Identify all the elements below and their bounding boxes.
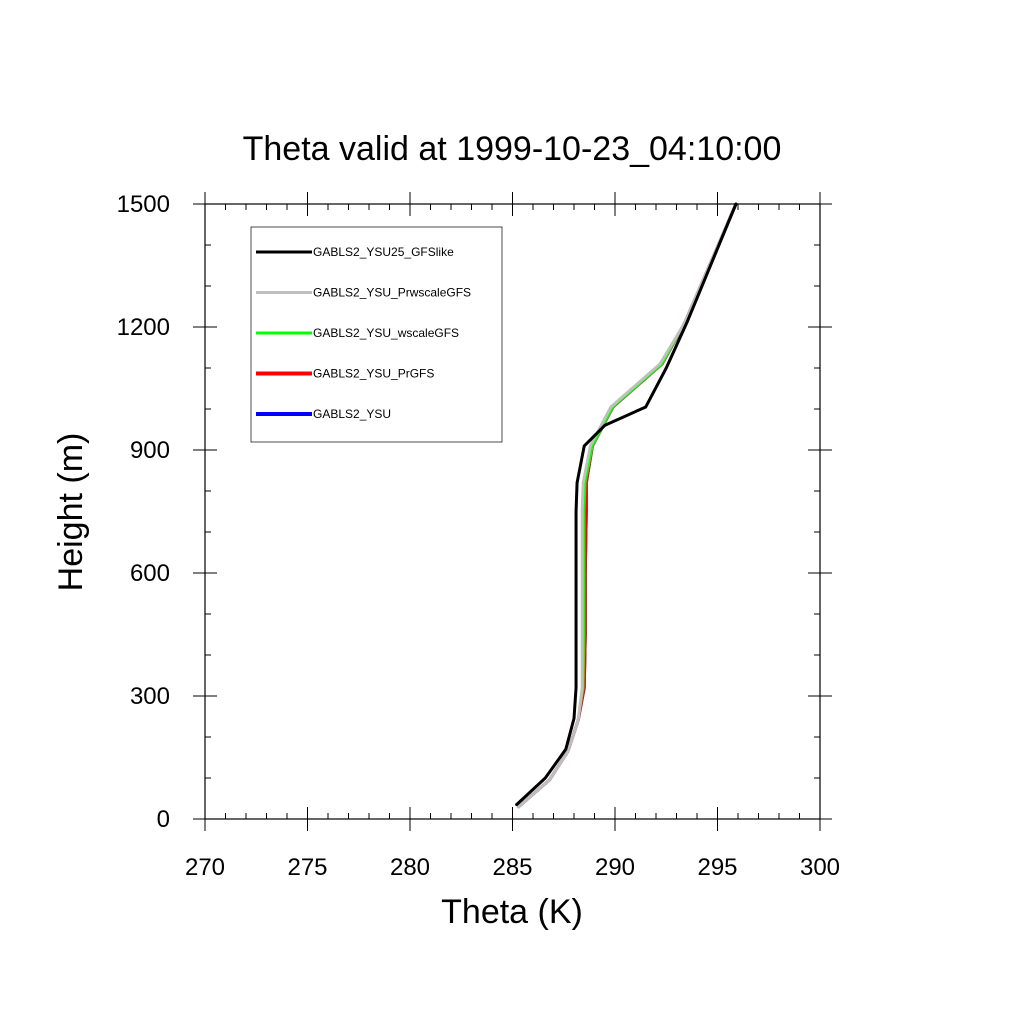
legend-label: GABLS2_YSU_PrwscaleGFS: [313, 286, 471, 300]
series-line-gabls2-ysu-prgfs: [517, 202, 738, 809]
y-tick-label: 600: [130, 560, 170, 587]
x-tick-label: 275: [287, 854, 327, 881]
tick-labels: 270 275 280 285 290 295 300 0 300 600 900 1200 1500: [117, 191, 840, 881]
series-line-gabls2-ysu25-gfslike: [515, 202, 738, 807]
series-line-gabls2-ysu-prwscalegfs: [517, 202, 738, 809]
x-tick-label: 280: [390, 854, 430, 881]
minor-ticks: [205, 204, 820, 819]
legend-label: GABLS2_YSU: [313, 407, 391, 421]
x-tick-label: 270: [185, 854, 225, 881]
y-tick-label: 1200: [117, 314, 170, 341]
y-axis-label: Height (m): [52, 433, 90, 592]
x-tick-label: 285: [492, 854, 532, 881]
y-tick-label: 300: [130, 683, 170, 710]
x-tick-label: 300: [800, 854, 840, 881]
legend: GABLS2_YSU25_GFSlike GABLS2_YSU_PrwscaleG…: [250, 226, 503, 443]
y-tick-label: 0: [157, 806, 170, 833]
legend-label: GABLS2_YSU_wscaleGFS: [313, 326, 459, 340]
plot-frame: [204, 203, 821, 820]
legend-label: GABLS2_YSU_PrGFS: [313, 367, 434, 381]
x-tick-label: 290: [595, 854, 635, 881]
series-line-gabls2-ysu-wscalegfs: [517, 202, 738, 808]
series-line-gabls2-ysu: [517, 202, 738, 809]
x-axis-label: Theta (K): [441, 893, 583, 931]
x-tick-label: 295: [697, 854, 737, 881]
legend-label: GABLS2_YSU25_GFSlike: [313, 245, 454, 259]
chart-title: Theta valid at 1999-10-23_04:10:00: [243, 130, 782, 168]
y-tick-label: 1500: [117, 191, 170, 218]
series-layer: [515, 202, 738, 809]
y-tick-label: 900: [130, 437, 170, 464]
